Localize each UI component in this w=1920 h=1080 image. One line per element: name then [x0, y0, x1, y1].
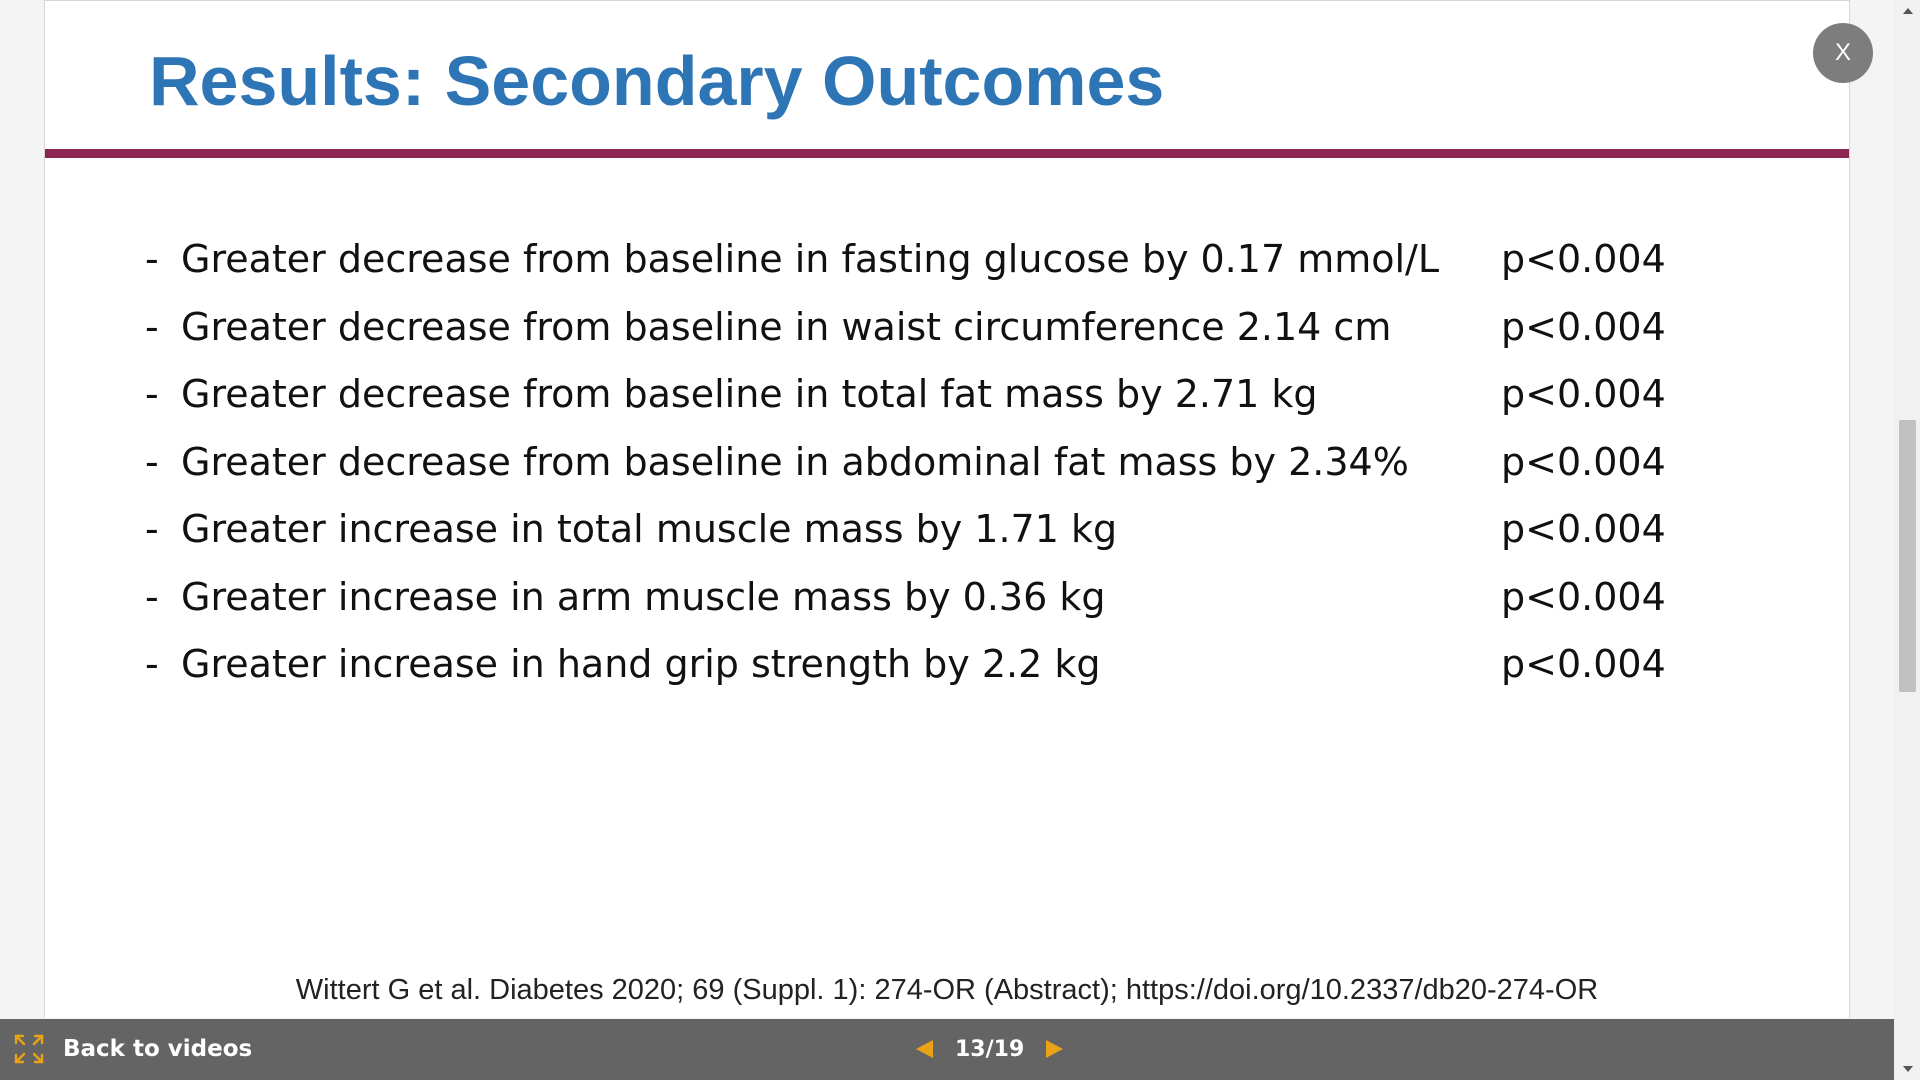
scrollbar-thumb[interactable] [1899, 420, 1916, 692]
expand-icon[interactable] [13, 1033, 45, 1065]
bullet-item: - Greater decrease from baseline in tota… [145, 372, 1745, 440]
bullet-item: - Greater decrease from baseline in wais… [145, 305, 1745, 373]
bullet-p-value: p<0.004 [1501, 439, 1666, 484]
bullet-item: - Greater increase in total muscle mass … [145, 507, 1745, 575]
slide-title: Results: Secondary Outcomes [149, 42, 1165, 120]
bullet-list: - Greater decrease from baseline in fast… [145, 237, 1745, 710]
bullet-text: Greater increase in hand grip strength b… [181, 642, 1101, 686]
close-button[interactable]: X [1813, 23, 1873, 83]
bullet-text: Greater decrease from baseline in abdomi… [181, 439, 1409, 484]
bullet-item: - Greater increase in hand grip strength… [145, 642, 1745, 710]
bullet-p-value: p<0.004 [1501, 372, 1666, 416]
back-to-videos-link[interactable]: Back to videos [63, 1036, 253, 1062]
bullet-dash: - [145, 574, 159, 619]
bullet-item: - Greater increase in arm muscle mass by… [145, 575, 1745, 643]
bullet-dash: - [145, 372, 159, 416]
bullet-dash: - [145, 439, 159, 484]
vertical-scrollbar[interactable] [1894, 0, 1920, 1080]
bullet-text: Greater increase in total muscle mass by… [181, 507, 1118, 551]
bullet-p-value: p<0.004 [1501, 507, 1666, 551]
prev-arrow-icon[interactable] [916, 1040, 933, 1058]
bullet-text: Greater increase in arm muscle mass by 0… [181, 574, 1106, 619]
slide-citation: Wittert G et al. Diabetes 2020; 69 (Supp… [295, 974, 1599, 1006]
bottom-toolbar: Back to videos 13/19 [0, 1019, 1894, 1080]
title-divider [45, 149, 1849, 158]
bullet-dash: - [145, 237, 159, 281]
slide-pager: 13/19 [916, 1033, 1064, 1065]
next-arrow-icon[interactable] [1046, 1040, 1064, 1058]
bullet-item: - Greater decrease from baseline in abdo… [145, 440, 1745, 508]
scroll-up-icon[interactable] [1903, 8, 1913, 14]
bullet-dash: - [145, 507, 159, 551]
bullet-p-value: p<0.004 [1501, 574, 1666, 619]
bullet-text: Greater decrease from baseline in waist … [181, 304, 1392, 349]
bullet-p-value: p<0.004 [1501, 642, 1666, 686]
scroll-down-icon[interactable] [1903, 1066, 1913, 1072]
bullet-text: Greater decrease from baseline in fastin… [181, 237, 1440, 281]
bullet-dash: - [145, 304, 159, 349]
bullet-dash: - [145, 642, 159, 686]
bullet-p-value: p<0.004 [1501, 237, 1666, 281]
close-button-label: X [1834, 39, 1851, 66]
bullet-p-value: p<0.004 [1501, 304, 1666, 349]
page-indicator: 13/19 [955, 1036, 1025, 1062]
bullet-item: - Greater decrease from baseline in fast… [145, 237, 1745, 305]
bullet-text: Greater decrease from baseline in total … [181, 372, 1318, 416]
slide: Results: Secondary Outcomes - Greater de… [44, 0, 1850, 1018]
